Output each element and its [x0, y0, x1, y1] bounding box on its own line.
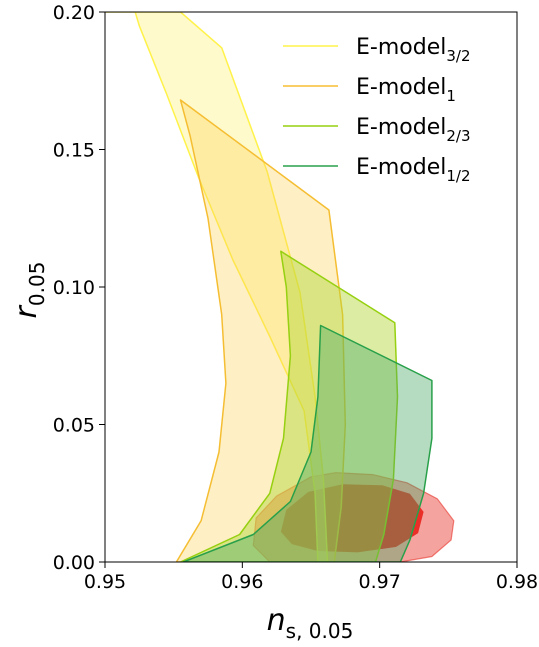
x-tick-label: 0.98	[496, 571, 538, 593]
y-axis-label-sub: 0.05	[25, 262, 49, 307]
x-tick-label: 0.96	[221, 571, 263, 593]
series-band-3-2	[105, 12, 329, 562]
legend-label: E-model1/2	[356, 155, 470, 185]
legend-label-main: E-model	[356, 35, 446, 60]
y-axis: 0.00 0.05 0.10 0.15 0.20	[53, 2, 105, 574]
series-band-2-3	[179, 250, 399, 562]
legend-label-main: E-model	[356, 115, 446, 140]
legend-label-sub: 1	[446, 87, 456, 105]
series-band-1-2	[182, 324, 433, 562]
y-tick-label: 0.20	[53, 2, 95, 24]
legend-label-sub: 3/2	[446, 47, 470, 65]
x-axis-label-sub: s, 0.05	[286, 619, 354, 643]
x-axis-label: ns, 0.05	[267, 603, 354, 643]
x-tick-label: 0.95	[84, 571, 126, 593]
legend-label-main: E-model	[356, 75, 446, 100]
y-tick-label: 0.05	[53, 415, 95, 437]
legend-label: E-model1	[356, 75, 456, 105]
legend-label: E-model3/2	[356, 35, 470, 65]
y-axis-label: r0.05	[9, 262, 49, 319]
legend-label-main: E-model	[356, 155, 446, 180]
plot-area	[105, 12, 455, 562]
legend-label: E-model2/3	[356, 115, 470, 145]
x-axis-label-main: n	[267, 603, 286, 638]
y-tick-label: 0.00	[53, 552, 95, 574]
y-axis-label-main: r	[9, 304, 44, 318]
y-tick-label: 0.15	[53, 140, 95, 162]
x-tick-label: 0.97	[359, 571, 401, 593]
x-axis: 0.95 0.96 0.97 0.98	[84, 562, 538, 593]
legend-label-sub: 2/3	[446, 127, 470, 145]
y-tick-label: 0.10	[53, 277, 95, 299]
legend-label-sub: 1/2	[446, 167, 470, 185]
series-band-1	[175, 99, 347, 562]
